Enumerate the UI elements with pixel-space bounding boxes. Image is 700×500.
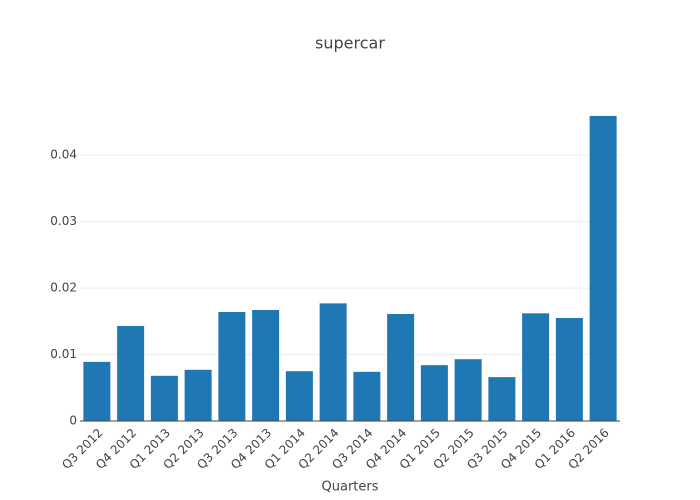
bar: [184, 369, 212, 421]
bar: [420, 365, 448, 421]
bar: [285, 371, 313, 421]
bar: [83, 361, 111, 421]
bar: [555, 317, 583, 421]
bar: [387, 314, 415, 421]
bar: [488, 377, 516, 421]
bar: [117, 325, 145, 421]
bar: [454, 359, 482, 421]
bar: [353, 371, 381, 421]
x-axis-title: Quarters: [322, 480, 379, 495]
y-tick-label: 0.02: [50, 281, 77, 295]
chart-title: supercar: [315, 34, 385, 53]
bar: [589, 115, 617, 421]
bar: [522, 313, 550, 421]
y-tick-label: 0.01: [50, 347, 77, 361]
bar: [150, 375, 178, 421]
bar: [252, 310, 280, 421]
bar: [218, 312, 246, 421]
y-tick-label: 0.03: [50, 214, 77, 228]
y-tick-label: 0: [69, 414, 77, 428]
bar: [319, 303, 347, 421]
y-tick-label: 0.04: [50, 148, 77, 162]
